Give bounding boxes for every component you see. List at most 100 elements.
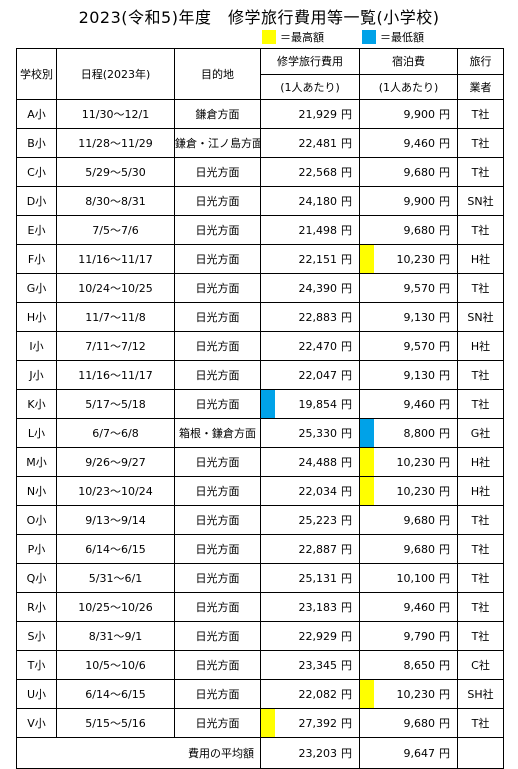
- cost-cell: 24,488 円: [260, 447, 360, 477]
- destination-cell: 日光方面: [174, 186, 261, 216]
- cost-highlight-marker: [262, 333, 276, 360]
- school-cell: S小: [16, 621, 57, 651]
- destination-cell: 日光方面: [174, 447, 261, 477]
- unit-label: 円: [341, 282, 352, 295]
- cost-cell: 22,047 円: [260, 360, 360, 390]
- lodging-cell: 9,680 円: [359, 157, 458, 187]
- cost-value: 21,929: [298, 107, 338, 121]
- header-cost-sub: (1人あたり): [260, 73, 360, 100]
- lodging-value: 8,800: [403, 426, 436, 440]
- cost-highlight-marker: [262, 159, 276, 186]
- lodging-highlight-marker: [361, 159, 375, 186]
- school-cell: L小: [16, 418, 57, 448]
- unit-label: 円: [341, 311, 352, 324]
- legend-high: ＝最高額: [262, 30, 324, 44]
- cost-cell: 22,481 円: [260, 128, 360, 158]
- lodging-highlight-marker: [361, 101, 375, 128]
- unit-label: 円: [341, 601, 352, 614]
- footer-empty: [457, 737, 504, 769]
- table-row: B小 11/28～11/29 鎌倉・江ノ島方面 22,481 円 9,460 円 T社: [16, 128, 504, 158]
- table-row: A小 11/30～12/1 鎌倉方面 21,929 円 9,900 円 T社: [16, 99, 504, 129]
- cost-value: 22,883: [298, 310, 338, 324]
- cost-cell: 22,470 円: [260, 331, 360, 361]
- destination-cell: 日光方面: [174, 708, 261, 738]
- agency-cell: C社: [457, 650, 504, 680]
- header-lodging: 宿泊費: [359, 48, 458, 75]
- destination-cell: 日光方面: [174, 331, 261, 361]
- unit-label: 円: [439, 601, 450, 614]
- cost-value: 22,568: [298, 165, 338, 179]
- cost-cell: 22,887 円: [260, 534, 360, 564]
- header-cost: 修学旅行費用: [260, 48, 360, 75]
- destination-cell: 日光方面: [174, 592, 261, 622]
- cost-value: 22,887: [298, 542, 338, 556]
- lodging-value: 8,650: [403, 658, 436, 672]
- cost-value: 24,390: [298, 281, 338, 295]
- cost-highlight-marker: [261, 390, 275, 418]
- lodging-cell: 8,650 円: [359, 650, 458, 680]
- destination-cell: 鎌倉・江ノ島方面: [174, 128, 261, 158]
- cost-cell: 27,392 円: [260, 708, 360, 738]
- cost-value: 22,082: [298, 687, 338, 701]
- lodging-value: 9,460: [403, 136, 436, 150]
- agency-cell: T社: [457, 157, 504, 187]
- unit-label: 円: [341, 398, 352, 411]
- cost-cell: 24,390 円: [260, 273, 360, 303]
- cost-highlight-marker: [262, 449, 276, 476]
- school-cell: M小: [16, 447, 57, 477]
- cost-value: 25,131: [298, 571, 338, 585]
- unit-label: 円: [341, 108, 352, 121]
- table-row: R小 10/25～10/26 日光方面 23,183 円 9,460 円 T社: [16, 592, 504, 622]
- lodging-value: 10,100: [396, 571, 436, 585]
- agency-cell: T社: [457, 360, 504, 390]
- destination-cell: 日光方面: [174, 389, 261, 419]
- schedule-cell: 10/25～10/26: [56, 592, 175, 622]
- agency-cell: T社: [457, 563, 504, 593]
- unit-label: 円: [439, 543, 450, 556]
- agency-cell: T社: [457, 273, 504, 303]
- unit-label: 円: [439, 369, 450, 382]
- lodging-cell: 9,790 円: [359, 621, 458, 651]
- school-cell: V小: [16, 708, 57, 738]
- legend-low-swatch: [362, 30, 376, 44]
- unit-label: 円: [341, 456, 352, 469]
- agency-cell: T社: [457, 708, 504, 738]
- schedule-cell: 10/24～10/25: [56, 273, 175, 303]
- school-cell: D小: [16, 186, 57, 216]
- destination-cell: 日光方面: [174, 650, 261, 680]
- agency-cell: T社: [457, 99, 504, 129]
- cost-highlight-marker: [262, 130, 276, 157]
- lodging-cell: 9,570 円: [359, 273, 458, 303]
- unit-label: 円: [439, 427, 450, 440]
- lodging-cell: 10,230 円: [359, 679, 458, 709]
- schedule-cell: 5/15～5/16: [56, 708, 175, 738]
- cost-highlight-marker: [262, 275, 276, 302]
- unit-label: 円: [341, 514, 352, 527]
- agency-cell: T社: [457, 505, 504, 535]
- header-schedule: 日程(2023年): [56, 48, 175, 100]
- lodging-average-value: 9,647: [403, 746, 436, 760]
- destination-cell: 日光方面: [174, 621, 261, 651]
- unit-label: 円: [439, 195, 450, 208]
- lodging-value: 9,680: [403, 165, 436, 179]
- unit-label: 円: [439, 253, 450, 266]
- cost-highlight-marker: [262, 536, 276, 563]
- lodging-cell: 10,100 円: [359, 563, 458, 593]
- schedule-cell: 6/7～6/8: [56, 418, 175, 448]
- lodging-value: 9,680: [403, 513, 436, 527]
- schedule-cell: 11/30～12/1: [56, 99, 175, 129]
- lodging-cell: 9,680 円: [359, 505, 458, 535]
- lodging-highlight-marker: [361, 536, 375, 563]
- lodging-value: 9,460: [403, 600, 436, 614]
- cost-value: 27,392: [298, 716, 338, 730]
- unit-label: 円: [439, 747, 450, 760]
- schedule-cell: 11/16～11/17: [56, 244, 175, 274]
- school-cell: U小: [16, 679, 57, 709]
- lodging-highlight-marker: [361, 391, 375, 418]
- table-row: G小 10/24～10/25 日光方面 24,390 円 9,570 円 T社: [16, 273, 504, 303]
- school-cell: B小: [16, 128, 57, 158]
- table-row: S小 8/31～9/1 日光方面 22,929 円 9,790 円 T社: [16, 621, 504, 651]
- table-row: D小 8/30～8/31 日光方面 24,180 円 9,900 円 SN社: [16, 186, 504, 216]
- table-row: M小 9/26～9/27 日光方面 24,488 円 10,230 円 H社: [16, 447, 504, 477]
- lodging-value: 9,790: [403, 629, 436, 643]
